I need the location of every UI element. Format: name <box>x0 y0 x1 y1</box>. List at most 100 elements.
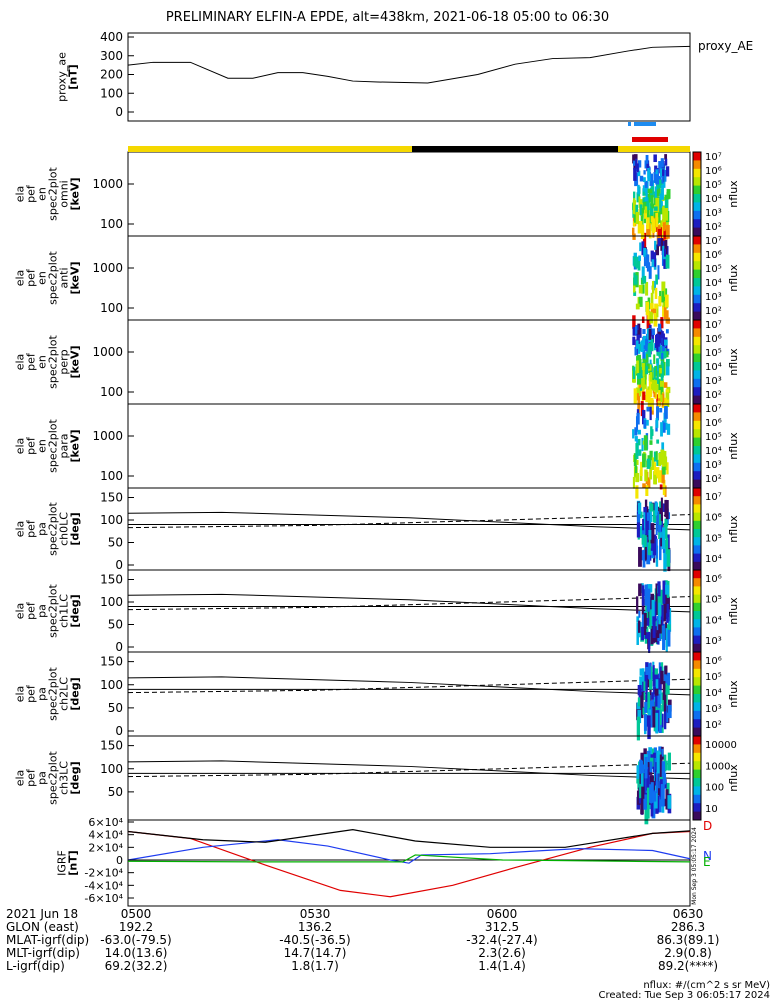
spectrogram-cell <box>647 754 650 773</box>
spectrogram-cell <box>644 160 649 169</box>
spectrogram-cell <box>656 459 661 466</box>
spectrogram-cell <box>645 617 650 626</box>
spectrogram-cell <box>655 197 660 213</box>
spectrogram-cell <box>665 329 669 334</box>
colorbar-segment <box>693 204 701 208</box>
spectrogram-cell <box>639 776 643 799</box>
colorbar-segment <box>693 368 701 371</box>
colorbar-segment <box>693 681 701 684</box>
spectrogram-cell <box>654 240 657 250</box>
spectrogram-cell <box>666 192 670 200</box>
spectrogram-cell <box>656 439 660 444</box>
colorbar-segment <box>693 359 701 363</box>
colorbar-segment <box>693 660 701 663</box>
spectrogram-cell <box>643 247 647 257</box>
colorbar-segment <box>693 410 701 413</box>
spectrogram-cell <box>639 759 643 774</box>
colorbar-segment <box>693 446 701 449</box>
ytick-label: 100 <box>100 762 123 776</box>
igrf-line-total <box>127 828 691 848</box>
spectrogram-cell <box>661 291 665 303</box>
colorbar-segment <box>693 290 701 294</box>
spectrogram-cell <box>663 694 667 712</box>
panel-ch0LC <box>127 487 691 571</box>
colorbar-segment <box>693 539 701 542</box>
ylabel-ch2LC-4: ch2LC <box>58 677 71 711</box>
spectrogram-cell <box>654 699 658 716</box>
spectrogram-cell <box>649 609 652 629</box>
spectrogram-cell <box>656 305 659 318</box>
spectrogram-cell <box>637 401 640 415</box>
spectrogram-cell <box>648 530 652 540</box>
colorbar-segment <box>693 240 701 243</box>
spectrogram-cell <box>632 154 635 164</box>
colorbar-segment <box>693 233 701 237</box>
colorbar-segment <box>693 380 701 384</box>
ytick-label: -6×10⁴ <box>84 892 123 905</box>
spectrogram-cell <box>664 207 668 221</box>
colorbar-segment <box>693 353 701 357</box>
colorbar-segment <box>693 518 701 522</box>
spectrogram-cell <box>667 752 671 771</box>
colorbar-segment <box>693 784 701 787</box>
colorbar-segment <box>693 664 701 668</box>
colorbar-tick: 10⁶ <box>705 334 722 345</box>
colorbar-segment <box>693 334 701 338</box>
ylabel-perp-1: pef <box>25 352 38 371</box>
ephem-value: 286.3 <box>671 920 705 934</box>
spectrogram-cell <box>636 360 639 374</box>
spectrogram-cell <box>635 473 640 483</box>
spectrogram-cell <box>633 160 636 166</box>
colorbar-segment <box>693 420 701 424</box>
spectrogram-cell <box>652 534 657 556</box>
colorbar-segment <box>693 773 701 777</box>
spectrogram-cell <box>650 700 655 710</box>
spectrogram-cell <box>654 287 658 299</box>
spectrogram-cell <box>642 328 646 334</box>
spectrogram-cell <box>650 800 654 817</box>
colorbar-segment <box>693 422 701 426</box>
spectrogram-cell <box>658 452 662 467</box>
spectrogram-cell <box>646 419 649 426</box>
colorbar-segment <box>693 801 701 804</box>
colorbar-segment <box>693 687 701 691</box>
colorbar-tick: 10⁵ <box>705 432 722 443</box>
spectrogram-cell <box>645 795 650 819</box>
ytick-label: 100 <box>100 469 123 483</box>
spectrogram-cell <box>662 348 667 359</box>
colorbar-segment <box>693 217 701 220</box>
spectrogram-cell <box>666 462 669 475</box>
spectrogram-cell <box>646 207 650 222</box>
colorbar-tick: 1000 <box>705 761 730 772</box>
colorbar-label: nflux <box>727 432 740 460</box>
spectrogram-cell <box>651 218 656 233</box>
spectrogram-cell <box>665 584 670 595</box>
spectrogram-cell <box>652 665 655 687</box>
spectrogram-cell <box>649 584 653 593</box>
colorbar-segment <box>693 637 701 641</box>
spectrogram-cell <box>645 197 649 211</box>
colorbar-segment <box>693 717 701 720</box>
spectrogram-cell <box>664 239 668 255</box>
colorbar-segment <box>693 223 701 226</box>
colorbar-segment <box>693 547 701 550</box>
colorbar-segment <box>693 520 701 524</box>
spectrogram-cell <box>635 485 639 499</box>
colorbar-segment <box>693 219 701 222</box>
spectrogram-cell <box>647 164 650 179</box>
spectrogram-cell <box>666 680 670 695</box>
colorbar-segment <box>693 588 701 591</box>
spectrogram-cell <box>663 306 667 320</box>
spectrogram-cell <box>643 748 647 759</box>
colorbar-segment <box>693 351 701 355</box>
spectrogram-cell <box>648 597 653 610</box>
spectrogram-cell <box>645 687 648 708</box>
colorbar-segment <box>693 425 701 428</box>
spectrogram-cell <box>651 692 654 700</box>
ytick-label: 0 <box>115 558 123 572</box>
colorbar-segment <box>693 435 701 439</box>
spectrogram-cell <box>666 624 671 635</box>
colorbar-segment <box>693 317 701 321</box>
spectrogram-cell <box>643 435 648 451</box>
panel-perp <box>127 319 691 405</box>
